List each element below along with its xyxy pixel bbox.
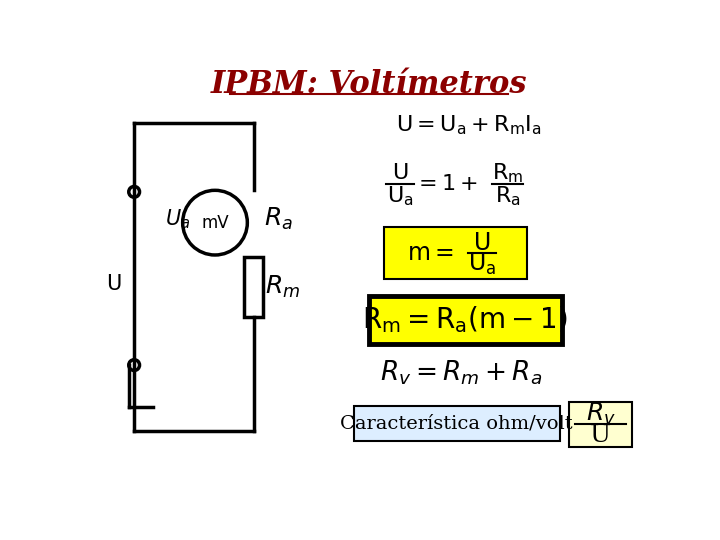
FancyBboxPatch shape — [570, 402, 632, 447]
Text: mV: mV — [201, 214, 229, 232]
Text: $R_m$: $R_m$ — [265, 274, 300, 300]
Text: $\mathrm{U = U_a + R_m I_a}$: $\mathrm{U = U_a + R_m I_a}$ — [396, 113, 542, 137]
Text: $R_v = R_m + R_a$: $R_v = R_m + R_a$ — [380, 359, 543, 387]
Text: $= 1 +$: $= 1 +$ — [414, 174, 478, 194]
FancyBboxPatch shape — [369, 296, 562, 343]
Text: U: U — [474, 231, 491, 255]
Text: U: U — [392, 164, 408, 184]
Bar — [244, 257, 263, 318]
Text: $\mathrm{m =}$: $\mathrm{m =}$ — [408, 241, 454, 265]
Text: Característica ohm/volt: Característica ohm/volt — [341, 415, 573, 433]
FancyBboxPatch shape — [354, 406, 560, 441]
Text: $\mathrm{U_a}$: $\mathrm{U_a}$ — [387, 185, 413, 208]
Text: $\mathrm{R_m = R_a(m-1)}$: $\mathrm{R_m = R_a(m-1)}$ — [362, 304, 568, 335]
Text: $U_a$: $U_a$ — [166, 207, 191, 231]
Text: IPBM: Voltímetros: IPBM: Voltímetros — [211, 69, 527, 99]
Text: $R_v$: $R_v$ — [586, 401, 616, 428]
Text: $\mathrm{U_a}$: $\mathrm{U_a}$ — [468, 251, 496, 278]
Text: $\mathrm{R_a}$: $\mathrm{R_a}$ — [495, 185, 521, 208]
Text: $\mathrm{R_m}$: $\mathrm{R_m}$ — [492, 161, 523, 185]
Text: U: U — [106, 274, 121, 294]
FancyBboxPatch shape — [384, 226, 527, 279]
Text: U: U — [590, 424, 611, 448]
Text: $R_a$: $R_a$ — [264, 206, 293, 232]
